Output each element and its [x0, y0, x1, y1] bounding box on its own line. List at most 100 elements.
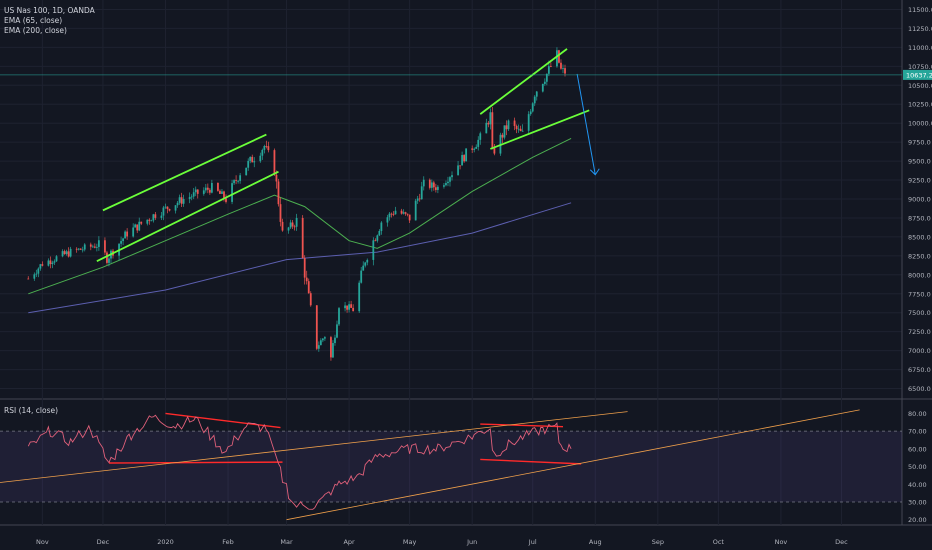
candle-body [366, 259, 369, 263]
candle-body [196, 189, 199, 194]
candle-body [543, 81, 546, 84]
candle-body [77, 248, 80, 250]
price-tick-label: 7500.0 [908, 309, 931, 317]
candle-body [180, 197, 183, 204]
candle-body [124, 231, 127, 239]
time-tick-label: Mar [280, 538, 293, 546]
candle-body [140, 221, 143, 224]
last-price-value: 10637.2 [906, 71, 932, 79]
candle-body [217, 182, 219, 191]
drawing-tools[interactable] [0, 48, 902, 521]
rsi-lower-trend-line [286, 409, 860, 521]
candle-body [194, 189, 197, 193]
candle-body [219, 190, 221, 194]
candle-body [388, 213, 391, 218]
candle-body [146, 219, 149, 224]
rsi-line [27, 414, 572, 510]
ema-lines [28, 137, 572, 314]
candle-body [108, 258, 110, 263]
candle-body [279, 204, 282, 222]
symbol-label[interactable]: US Nas 100, 1D, OANDA [4, 6, 95, 15]
candle-body [79, 248, 82, 250]
candle-body [374, 240, 377, 242]
last-price-tag [903, 69, 932, 80]
candle-body [307, 281, 310, 294]
time-axis[interactable]: Nov Dec 2020 Feb Mar Apr May Jun Jul Aug Sep Oct Nov… [36, 538, 848, 546]
rsi-legend: RSI (14, close) [4, 406, 58, 416]
price-tick-label: 8000.0 [908, 271, 931, 279]
candle-body [330, 337, 332, 358]
candle-body [122, 238, 124, 242]
candle-body [265, 146, 268, 147]
time-tick-label: Apr [343, 538, 355, 546]
candle-body [53, 261, 56, 263]
candle-body [527, 114, 530, 131]
candle-body [33, 274, 36, 279]
candle-body [154, 214, 157, 218]
price-axis[interactable]: 11500.0 11250.0 11000.0 10750.0 10500.0 10250… [903, 6, 932, 524]
candle-body [150, 220, 153, 222]
price-tick-label: 7000.0 [908, 347, 931, 355]
candle-body [223, 191, 225, 199]
candle-body [338, 308, 340, 325]
forecast-arrowhead [589, 168, 600, 176]
rsi-band-fill [0, 430, 902, 503]
candle-body [261, 149, 264, 156]
candle-body [428, 179, 431, 188]
candle-body [549, 66, 552, 67]
price-tick-label: 9250.0 [908, 177, 931, 185]
candle-body [225, 198, 227, 202]
candle-body [120, 241, 122, 244]
candle-body [317, 345, 320, 349]
candle-body [507, 120, 510, 130]
price-tick-label: 9000.0 [908, 196, 931, 204]
candle-body [176, 202, 179, 206]
ema65-line [28, 137, 572, 295]
candle-body [400, 210, 403, 214]
candle-body [477, 139, 480, 147]
candle-body [529, 111, 532, 115]
candle-body [501, 134, 504, 138]
candle-body [408, 214, 411, 221]
candle-body [402, 212, 405, 214]
candle-body [237, 180, 240, 182]
rsi-resistance-line-1 [165, 412, 281, 429]
candle-body [202, 190, 205, 194]
time-tick-label: Sep [652, 538, 664, 546]
rsi-tick-label: 80.00 [908, 410, 927, 418]
ema200-label[interactable]: EMA (200, close) [4, 26, 67, 35]
candle-body [457, 165, 459, 176]
candle-body [253, 161, 256, 163]
time-tick-label: 2020 [157, 538, 174, 546]
candle-body [263, 146, 266, 150]
candle-body [447, 181, 449, 184]
candle-body [293, 226, 296, 228]
candle-body [37, 268, 40, 274]
time-tick-label: Jun [466, 538, 477, 546]
candle-body [75, 248, 78, 250]
candle-body [346, 305, 348, 310]
candle-body [558, 50, 560, 63]
time-tick-label: Dec [97, 538, 110, 546]
candles [27, 47, 566, 361]
rsi-tick-label: 70.00 [908, 428, 927, 436]
candle-body [235, 180, 237, 181]
time-tick-label: Nov [36, 538, 49, 546]
candle-body [168, 209, 171, 211]
candle-body [182, 199, 185, 204]
candle-body [152, 214, 155, 221]
candle-body [493, 148, 496, 154]
candle-body [65, 251, 68, 255]
ema65-label[interactable]: EMA (65, close) [4, 16, 63, 25]
candle-body [336, 324, 338, 338]
candle-body [295, 217, 298, 227]
candle-body [364, 262, 367, 266]
candle-body [519, 128, 522, 132]
candle-body [239, 175, 242, 181]
time-tick-label: Jul [528, 538, 537, 546]
rsi-line-group [27, 414, 572, 510]
rsi-band [0, 431, 902, 502]
lower-channel-line-2 [490, 109, 590, 150]
rsi-label[interactable]: RSI (14, close) [4, 406, 59, 415]
